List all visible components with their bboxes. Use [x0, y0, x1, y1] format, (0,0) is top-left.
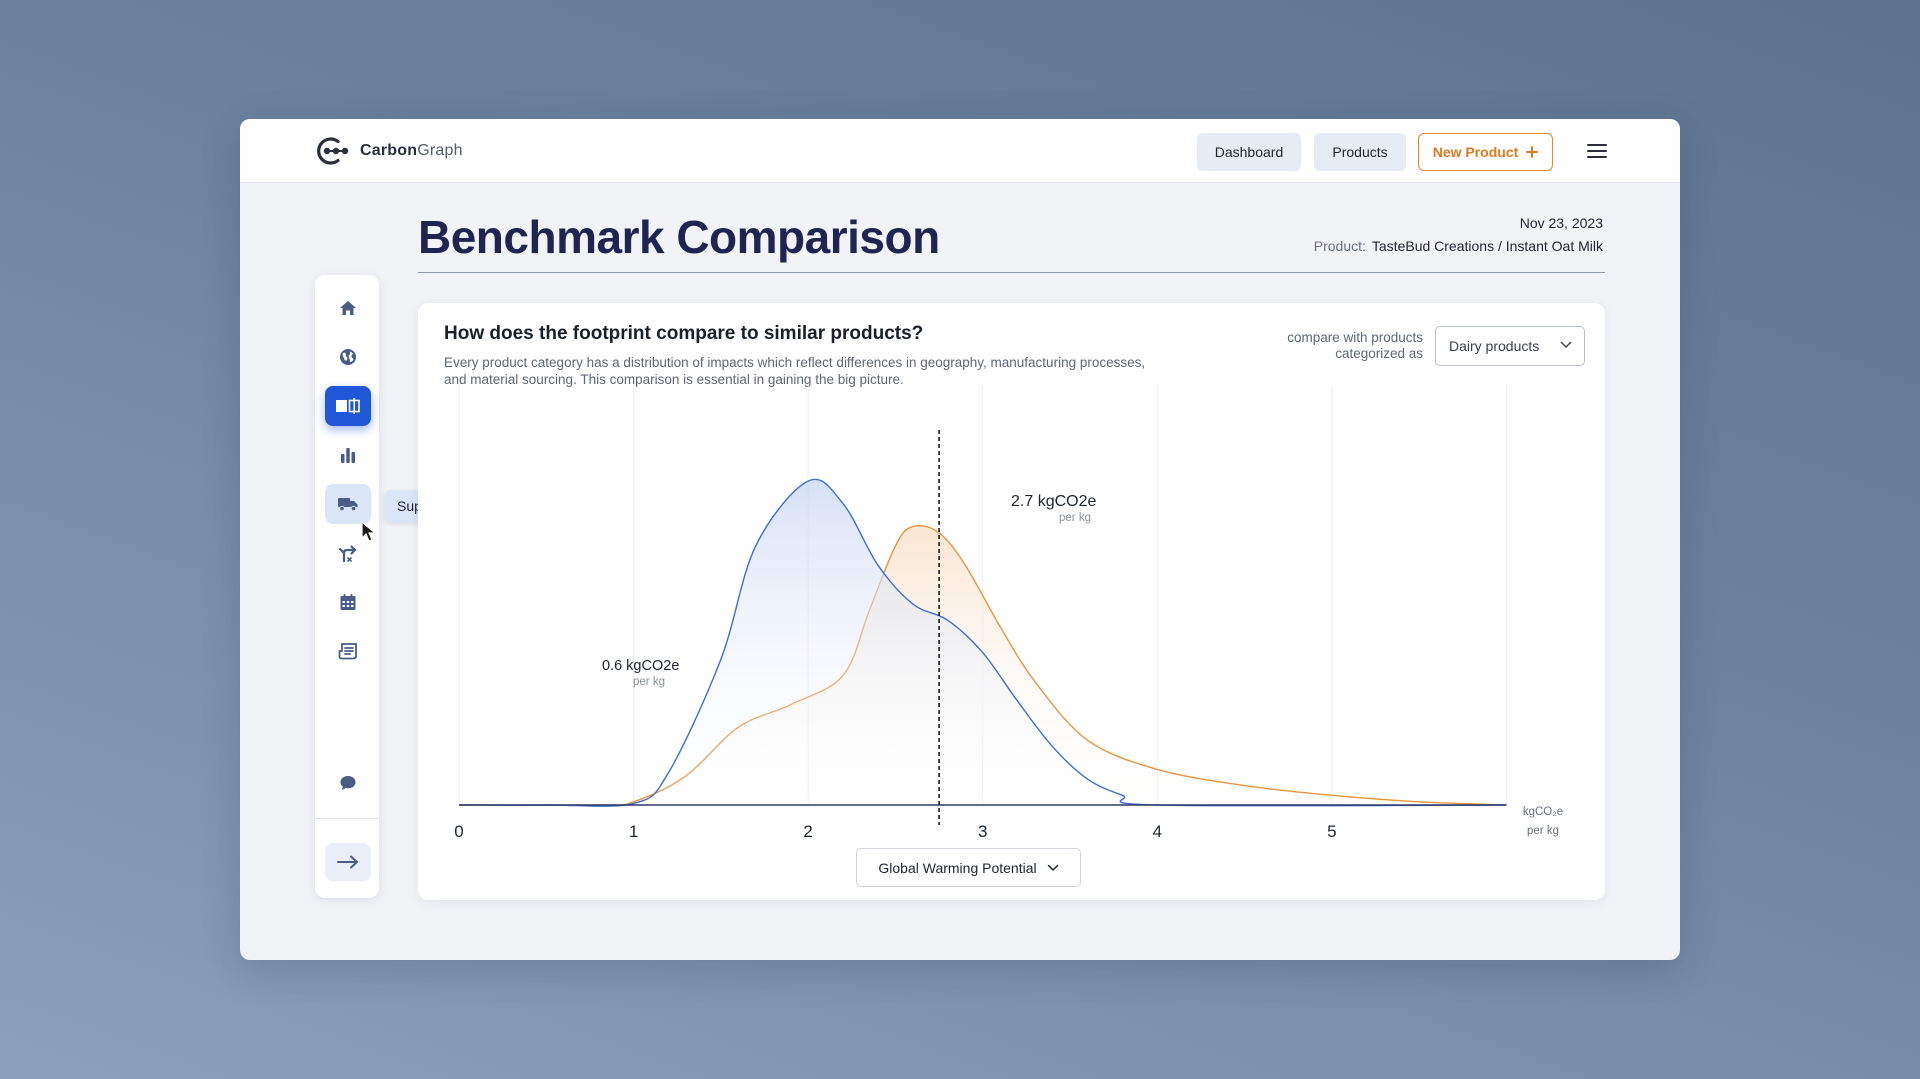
products-button[interactable]: Products [1314, 133, 1406, 171]
product-value: TasteBud Creations / Instant Oat Milk [1371, 238, 1603, 254]
annotation-value: 0.6 kgCO2e [602, 658, 679, 674]
calendar-icon [340, 594, 356, 610]
product-annotation-unit: per kg [1059, 512, 1091, 524]
sidebar-item-benchmark[interactable] [325, 386, 371, 426]
mouse-cursor-icon [361, 521, 377, 542]
globe-icon [340, 349, 356, 365]
logo-text: CarbonGraph [360, 142, 463, 159]
arrow-right-icon [337, 855, 358, 869]
product-label: Product: [1313, 238, 1366, 254]
sidebar [315, 275, 379, 898]
metric-select-value: Global Warming Potential [878, 859, 1037, 876]
product-annotation-value: 2.7 kgCO2e [1011, 493, 1096, 510]
chevron-down-icon [1560, 341, 1572, 349]
sidebar-item-calendar[interactable] [325, 582, 371, 622]
category-select-value: Dairy products [1449, 338, 1540, 354]
benchmark-card: How does the footprint compare to simila… [418, 303, 1605, 900]
card-description: Every product category has a distributio… [444, 355, 1146, 387]
dashboard-button[interactable]: Dashboard [1197, 133, 1301, 171]
sidebar-item-supply-chain[interactable] [325, 484, 371, 524]
series-0-line [458, 478, 1507, 807]
split-arrow-icon [338, 545, 357, 562]
annotation-unit: per kg [633, 676, 665, 688]
x-tick-label: 3 [978, 822, 987, 841]
new-product-label: New Product [1432, 144, 1519, 160]
distribution-chart: 0 1 2 3 4 5 kgCO₂e per kg 0.6 kgCO2e per kg 2.7 k… [454, 385, 1563, 841]
metric-select[interactable]: Global Warming Potential [856, 848, 1081, 887]
top-bar: CarbonGraph Dashboard Products New Produ… [240, 119, 1680, 183]
report-icon [338, 643, 357, 660]
bar-chart-icon [341, 448, 355, 463]
carbongraph-logo-icon [317, 137, 349, 165]
sidebar-item-globe[interactable] [325, 337, 371, 377]
app-window: CarbonGraph Dashboard Products New Produ… [240, 119, 1680, 960]
card-title: How does the footprint compare to simila… [444, 323, 924, 344]
series-0-area [459, 479, 1507, 807]
category-select[interactable]: Dairy products [1435, 326, 1585, 366]
x-tick-label: 0 [454, 822, 463, 841]
truck-icon [338, 498, 358, 512]
compare-icon [336, 398, 360, 414]
home-icon [340, 301, 356, 315]
x-tick-label: 5 [1327, 822, 1336, 841]
hamburger-menu-icon[interactable] [1586, 141, 1608, 161]
plus-icon [1526, 146, 1539, 158]
sidebar-item-reports[interactable] [325, 631, 371, 671]
x-unit-sublabel: per kg [1527, 825, 1559, 837]
sidebar-item-home[interactable] [325, 288, 371, 328]
page-title: Benchmark Comparison [418, 211, 940, 263]
sidebar-item-analytics[interactable] [325, 435, 371, 475]
sidebar-divider [315, 818, 379, 819]
product-info: Product: TasteBud Creations / Instant Oat… [1314, 238, 1603, 254]
logo[interactable]: CarbonGraph [316, 133, 463, 169]
new-product-button[interactable]: New Product [1418, 133, 1553, 171]
x-unit-label: kgCO₂e [1523, 806, 1563, 818]
x-tick-label: 1 [629, 822, 638, 841]
sidebar-item-distribution[interactable] [325, 533, 371, 573]
report-date: Nov 23, 2023 [1519, 215, 1603, 231]
chevron-down-icon [1047, 864, 1058, 871]
compare-label: compare with products categorized as [1287, 330, 1423, 361]
title-divider [418, 272, 1605, 273]
x-tick-label: 4 [1153, 822, 1162, 841]
sidebar-item-chat[interactable] [325, 763, 371, 803]
sidebar-expand-button[interactable] [325, 843, 371, 881]
chat-icon [340, 776, 356, 790]
x-tick-label: 2 [803, 822, 812, 841]
